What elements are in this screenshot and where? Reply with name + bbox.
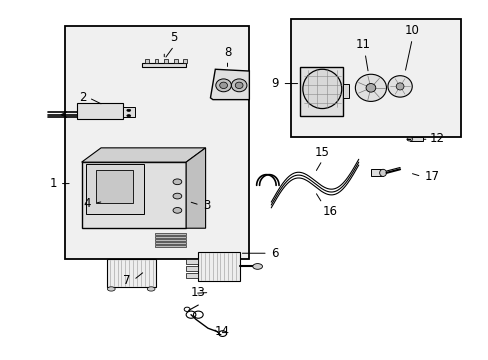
Bar <box>154 233 186 235</box>
Text: 5: 5 <box>170 31 177 44</box>
Ellipse shape <box>387 76 411 97</box>
Bar <box>186 258 198 264</box>
Ellipse shape <box>215 79 231 92</box>
Text: 15: 15 <box>314 145 329 158</box>
Text: 4: 4 <box>83 197 91 210</box>
Bar <box>164 59 168 63</box>
Ellipse shape <box>173 193 182 199</box>
Ellipse shape <box>126 114 130 117</box>
Bar <box>343 84 348 98</box>
Bar <box>144 59 148 63</box>
Bar <box>142 63 186 67</box>
Text: 3: 3 <box>203 198 210 212</box>
Bar <box>154 239 186 241</box>
Text: 1: 1 <box>50 177 57 190</box>
Ellipse shape <box>355 74 386 102</box>
Text: 6: 6 <box>271 247 278 260</box>
Bar <box>154 245 186 247</box>
Bar <box>154 242 186 244</box>
Ellipse shape <box>379 169 386 176</box>
Bar <box>122 107 135 117</box>
Text: 12: 12 <box>428 132 444 145</box>
Polygon shape <box>81 148 205 162</box>
Text: 2: 2 <box>79 91 86 104</box>
Bar <box>154 236 186 238</box>
Ellipse shape <box>395 83 403 90</box>
Text: 17: 17 <box>424 170 439 183</box>
Polygon shape <box>210 69 249 100</box>
Bar <box>154 59 158 63</box>
Polygon shape <box>290 19 460 137</box>
Text: 14: 14 <box>215 325 230 338</box>
Ellipse shape <box>219 82 227 89</box>
Ellipse shape <box>147 287 155 291</box>
Bar <box>183 59 186 63</box>
Bar <box>81 162 186 228</box>
Ellipse shape <box>173 179 182 185</box>
Bar <box>86 165 143 214</box>
Ellipse shape <box>107 287 115 291</box>
Bar <box>186 266 198 271</box>
Text: 9: 9 <box>270 77 278 90</box>
Bar <box>107 258 156 287</box>
Ellipse shape <box>302 69 341 109</box>
Polygon shape <box>64 26 249 258</box>
Text: 11: 11 <box>355 39 370 51</box>
Bar <box>96 170 133 203</box>
Bar <box>198 252 239 281</box>
Ellipse shape <box>231 79 246 92</box>
Ellipse shape <box>366 84 375 92</box>
Text: 13: 13 <box>190 286 205 299</box>
Bar <box>174 59 178 63</box>
Bar <box>300 67 343 116</box>
Bar <box>77 103 122 119</box>
Ellipse shape <box>252 264 262 269</box>
Ellipse shape <box>173 207 182 213</box>
Bar <box>409 137 423 141</box>
Text: 8: 8 <box>224 46 231 59</box>
Bar <box>186 273 198 278</box>
Text: 16: 16 <box>322 205 337 218</box>
Ellipse shape <box>126 109 130 111</box>
Text: 10: 10 <box>404 24 419 37</box>
Text: 7: 7 <box>122 274 130 287</box>
Ellipse shape <box>235 82 243 89</box>
Bar <box>370 169 382 176</box>
Polygon shape <box>186 148 205 228</box>
Ellipse shape <box>406 138 412 141</box>
